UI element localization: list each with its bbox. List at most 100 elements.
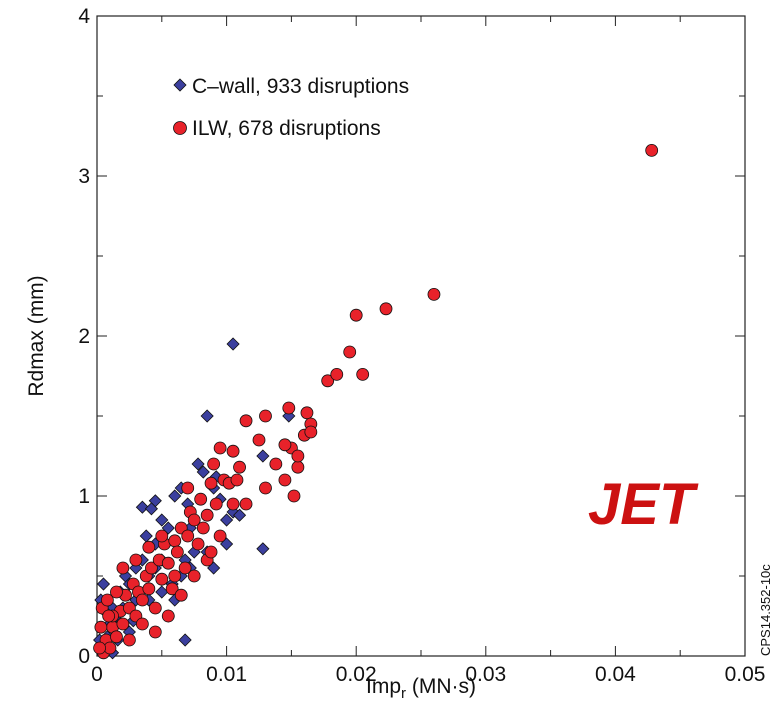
- ilw-point: [178, 561, 192, 575]
- ilw-point: [93, 641, 106, 655]
- ilw-point: [155, 529, 169, 543]
- ilw-point: [187, 569, 201, 583]
- y-tick-label: 2: [78, 325, 90, 348]
- ilw-point: [645, 143, 659, 157]
- ilw-point: [161, 609, 175, 623]
- ilw-point: [110, 630, 123, 644]
- ilw-point: [142, 540, 156, 554]
- plot-frame: [96, 15, 746, 657]
- ilw-point: [304, 425, 318, 439]
- ilw-point: [100, 593, 114, 607]
- ilw-point: [102, 609, 116, 623]
- c-wall-point: [155, 513, 169, 527]
- ilw-point: [379, 302, 393, 316]
- x-tick-label: 0.04: [595, 663, 636, 686]
- y-tick-label: 4: [78, 5, 90, 28]
- c-wall-point: [232, 508, 247, 522]
- ilw-point: [239, 414, 253, 428]
- ilw-point: [321, 374, 335, 388]
- x-tick-label: 0.05: [725, 663, 766, 686]
- ilw-point: [122, 633, 136, 647]
- ilw-point: [207, 457, 221, 471]
- c-wall-point: [200, 409, 214, 423]
- c-wall-point: [220, 513, 234, 527]
- x-tick-label: 0.01: [206, 663, 247, 686]
- ilw-point: [278, 438, 292, 452]
- c-wall-point: [256, 449, 270, 463]
- ilw-point: [155, 572, 169, 586]
- ilw-point: [356, 367, 370, 381]
- legend-label-ilw: ILW, 678 disruptions: [192, 117, 381, 140]
- legend-diamond-marker: [173, 78, 187, 92]
- x-tick-label: 0.03: [465, 663, 506, 686]
- ilw-point: [161, 556, 175, 570]
- ilw-point: [174, 588, 188, 602]
- ilw-point: [135, 617, 149, 631]
- ilw-point: [259, 409, 272, 423]
- c-wall-point: [155, 585, 169, 599]
- ilw-point: [226, 497, 240, 511]
- ilw-point: [269, 457, 283, 471]
- c-wall-point: [191, 457, 205, 471]
- ilw-point: [291, 460, 305, 474]
- ilw-point: [291, 449, 305, 463]
- ilw-point: [239, 497, 253, 511]
- ilw-point: [300, 406, 314, 420]
- ilw-point: [209, 497, 223, 511]
- ilw-point: [252, 433, 266, 447]
- ilw-point: [110, 585, 123, 599]
- ilw-point: [148, 601, 162, 615]
- c-wall-point: [256, 542, 270, 556]
- ilw-point: [330, 367, 344, 381]
- ilw-point: [194, 492, 208, 506]
- x-tick-label: 0: [91, 663, 103, 686]
- ilw-point: [287, 489, 301, 503]
- c-wall-point: [96, 577, 111, 591]
- jet-logo: JET: [588, 472, 699, 537]
- ilw-point: [233, 460, 246, 474]
- ilw-point: [200, 508, 214, 522]
- ilw-point: [116, 561, 130, 575]
- tick-labels: 0 0.01 0.02 0.03 0.04 0.05 0 1 2 3 4: [78, 5, 765, 686]
- ilw-point: [204, 545, 218, 559]
- x-axis-label: Impr (MN·s): [366, 675, 476, 702]
- c-wall-point: [196, 465, 210, 479]
- ilw-point: [116, 617, 130, 631]
- ilw-point: [135, 593, 149, 607]
- data-points: [93, 143, 659, 660]
- y-tick-label: 3: [78, 165, 90, 188]
- y-axis-label: Rdmax (mm): [25, 275, 48, 396]
- legend-label-c-wall: C–wall, 933 disruptions: [192, 75, 409, 98]
- series-ilw: [93, 143, 659, 660]
- ilw-point: [181, 481, 195, 495]
- ilw-point: [259, 481, 272, 495]
- c-wall-point: [135, 500, 149, 514]
- ilw-point: [204, 476, 218, 490]
- ilw-point: [181, 529, 195, 543]
- ilw-point: [427, 287, 441, 301]
- ilw-point: [230, 473, 244, 487]
- ilw-point: [148, 625, 162, 639]
- x-tick-label: 0.02: [336, 663, 377, 686]
- c-wall-point: [178, 633, 192, 647]
- ilw-point: [145, 561, 158, 575]
- ilw-point: [282, 401, 296, 415]
- figure-id-label: CPS14.352-10c: [758, 564, 773, 656]
- ilw-point: [168, 534, 182, 548]
- ilw-point: [349, 308, 363, 322]
- c-wall-point: [139, 529, 153, 543]
- legend: C–wall, 933 disruptions ILW, 678 disrupt…: [173, 75, 409, 140]
- ilw-point: [187, 513, 201, 527]
- ilw-point: [343, 345, 357, 359]
- ilw-point: [213, 441, 227, 455]
- ilw-point: [278, 473, 292, 487]
- ilw-point: [196, 521, 210, 535]
- ilw-point: [168, 569, 182, 583]
- c-wall-point: [144, 502, 158, 516]
- ilw-point: [191, 537, 205, 551]
- ilw-point: [170, 545, 184, 559]
- ilw-point: [213, 529, 227, 543]
- ilw-point: [226, 444, 240, 458]
- y-tick-label: 1: [78, 485, 90, 508]
